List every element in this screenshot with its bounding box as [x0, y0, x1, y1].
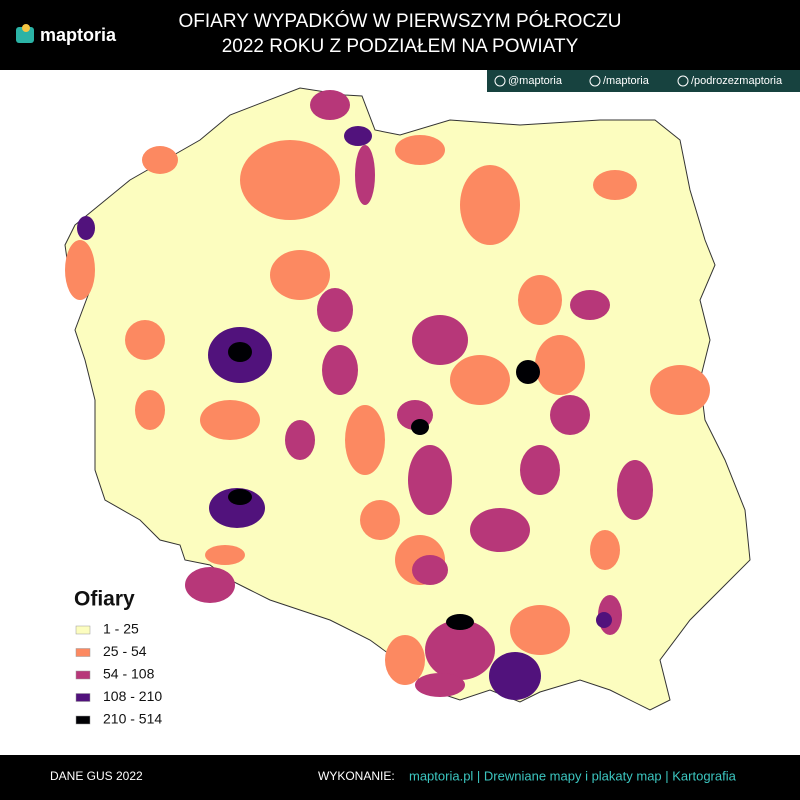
region-group — [65, 135, 710, 685]
legend-swatch — [75, 648, 91, 657]
legend-swatch — [75, 693, 91, 702]
legend-swatch — [75, 625, 91, 635]
social-icon — [589, 75, 601, 87]
country-outline — [64, 87, 751, 711]
legend-label: 1 - 25 — [103, 621, 139, 637]
footer-credit-label: WYKONANIE: — [318, 769, 395, 783]
footer-credit[interactable]: maptoria.pl | Drewniane mapy i plakaty m… — [409, 768, 737, 783]
region-group — [228, 342, 540, 630]
header-bar — [0, 0, 800, 70]
title-line: OFIARY WYPADKÓW W PIERWSZYM PÓŁROCZU — [178, 10, 621, 32]
legend-swatch — [75, 715, 91, 725]
legend-swatch — [75, 670, 91, 680]
footer-source: DANE GUS 2022 — [50, 769, 143, 783]
legend-title: Ofiary — [74, 588, 135, 611]
legend-label: 210 - 514 — [103, 711, 162, 727]
social-handle[interactable]: /podrozezmaptoria — [691, 75, 783, 87]
legend-label: 108 - 210 — [103, 688, 162, 704]
region-group — [185, 90, 653, 697]
legend: 1 - 25 25 - 54 54 - 108 108 - 210 210 - 514 — [75, 621, 162, 727]
logo: maptoria — [40, 25, 117, 45]
social-icon — [494, 75, 506, 87]
social-bar — [487, 70, 800, 92]
social-icon — [677, 75, 689, 87]
social-handle[interactable]: /maptoria — [603, 75, 650, 87]
footer-bar — [0, 755, 800, 800]
poland-map — [64, 87, 751, 711]
logo-pin — [22, 24, 30, 32]
social-handle[interactable]: @maptoria — [508, 75, 563, 87]
legend-label: 25 - 54 — [103, 643, 147, 659]
title-line: 2022 ROKU Z PODZIAŁEM NA POWIATY — [222, 36, 579, 57]
logo-icon — [16, 27, 34, 43]
legend-label: 54 - 108 — [103, 666, 155, 682]
